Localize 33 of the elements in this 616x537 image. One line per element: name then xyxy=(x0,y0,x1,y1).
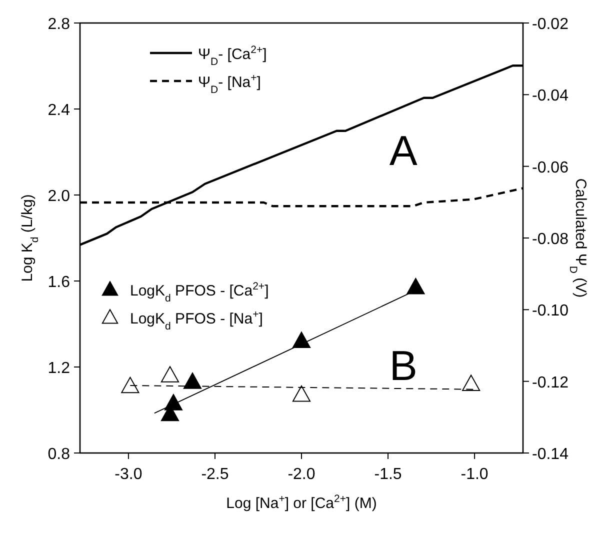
y2-tick-label: -0.14 xyxy=(532,446,569,463)
x-tick-label: -2.5 xyxy=(201,466,229,483)
x-tick-label: -1.5 xyxy=(374,466,402,483)
point xyxy=(292,385,311,402)
legend-label: Ψ$_{D}$- [Na$^{+}$] xyxy=(198,72,261,96)
point xyxy=(121,376,140,394)
y-tick-label: 2.8 xyxy=(48,16,70,33)
y2-tick-label: -0.06 xyxy=(532,159,569,176)
y2-tick-label: -0.02 xyxy=(532,16,569,33)
point xyxy=(406,278,425,294)
point xyxy=(183,372,202,389)
y2-tick-label: -0.04 xyxy=(532,88,569,105)
x-tick-label: -3.0 xyxy=(114,466,142,483)
y-tick-label: 0.8 xyxy=(48,446,70,463)
point xyxy=(292,332,311,348)
legend-label: LogK$_{d}$ PFOS - [Ca$^{2+}$] xyxy=(130,280,269,305)
y-tick-label: 1.6 xyxy=(48,274,70,291)
annotation: B xyxy=(389,342,418,389)
legend-label: LogK$_{d}$ PFOS - [Na$^{+}$] xyxy=(130,308,263,333)
y-tick-label: 2.0 xyxy=(48,188,70,205)
y-tick-label: 2.4 xyxy=(48,102,70,119)
y2-tick-label: -0.12 xyxy=(532,374,569,392)
point xyxy=(164,394,182,410)
point xyxy=(462,374,480,391)
y-tick-label: 1.2 xyxy=(48,360,70,377)
annotation: A xyxy=(389,126,418,174)
y2-tick-label: -0.10 xyxy=(532,302,569,320)
x-tick-label: -1.0 xyxy=(460,466,488,483)
x-tick-label: -2.0 xyxy=(288,466,316,483)
x-axis-title: Log [Na$^{+}$] or [Ca$^{2+}$] (M) xyxy=(226,493,377,512)
point xyxy=(160,366,180,382)
legend-label: Ψ$_{D}$- [Ca$^{2+}$] xyxy=(198,44,267,68)
y2-tick-label: -0.08 xyxy=(532,231,569,248)
